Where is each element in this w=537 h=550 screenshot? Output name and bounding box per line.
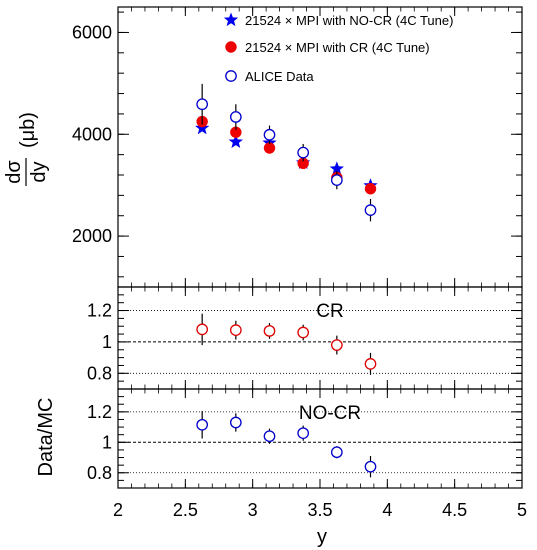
series-main-0 bbox=[195, 120, 378, 192]
data-point bbox=[196, 98, 209, 111]
legend-label: ALICE Data bbox=[245, 69, 314, 84]
y-tick-label: 1 bbox=[102, 432, 112, 452]
data-point bbox=[229, 111, 242, 123]
data-point bbox=[195, 120, 210, 135]
panel-label: CR bbox=[316, 301, 343, 322]
y-axis-title-numerator: dσ bbox=[3, 160, 25, 184]
legend-marker bbox=[223, 12, 239, 27]
x-tick-label: 3.5 bbox=[307, 500, 332, 520]
y-tick-label: 1.2 bbox=[87, 301, 112, 321]
data-point bbox=[297, 427, 310, 440]
y-axis-title-main: dσ dy (μb) bbox=[3, 112, 50, 186]
y-tick-label: 0.8 bbox=[87, 463, 112, 483]
y-tick-label: 1 bbox=[102, 332, 112, 352]
x-tick-label: 5 bbox=[517, 500, 527, 520]
data-point bbox=[330, 174, 343, 186]
legend-label: 21524 × MPI with NO-CR (4C Tune) bbox=[245, 13, 453, 28]
panel-main: 2000 4000 6000 21524 × MPI with NO-CR (4C T… bbox=[72, 6, 523, 288]
data-point bbox=[364, 358, 377, 370]
data-point bbox=[330, 339, 343, 351]
y-tick-label: 6000 bbox=[72, 22, 112, 42]
x-tick-label: 2.5 bbox=[173, 500, 198, 520]
data-point bbox=[229, 416, 242, 429]
series-main-2 bbox=[196, 83, 377, 222]
panel-ratio-nocr: 0.8 1 1.2 NO-CR bbox=[87, 388, 523, 489]
panel-label: NO-CR bbox=[299, 403, 361, 424]
data-point bbox=[263, 430, 276, 443]
data-point bbox=[229, 324, 242, 337]
y-tick-label: 4000 bbox=[72, 124, 112, 144]
y-tick-label: 1.2 bbox=[87, 402, 112, 422]
y-axis-title-ratio: Data/MC bbox=[35, 398, 57, 477]
x-axis-title: y bbox=[317, 526, 327, 548]
legend: 21524 × MPI with NO-CR (4C Tune) 21524 × … bbox=[223, 12, 453, 84]
legend-marker bbox=[225, 41, 237, 53]
y-tick-label: 2000 bbox=[72, 226, 112, 246]
legend-marker bbox=[225, 70, 237, 82]
x-axis: 2 2.5 3 3.5 4 4.5 5 y bbox=[113, 500, 527, 548]
data-point bbox=[196, 418, 209, 431]
data-point bbox=[364, 183, 377, 195]
chart-panels: 2000 4000 6000 21524 × MPI with NO-CR (4C T… bbox=[3, 6, 523, 489]
data-point bbox=[263, 128, 276, 141]
panel-ratio-cr: 0.8 1 1.2 CR bbox=[87, 286, 523, 390]
data-point bbox=[263, 142, 276, 154]
x-tick-label: 3 bbox=[248, 500, 258, 520]
series-ratio-nocr-0 bbox=[196, 411, 377, 478]
legend-label: 21524 × MPI with CR (4C Tune) bbox=[245, 40, 430, 55]
data-point bbox=[330, 446, 343, 459]
y-axis-title-ratio-text: Data/MC bbox=[35, 398, 57, 477]
data-point bbox=[228, 134, 243, 148]
x-tick-label: 4.5 bbox=[442, 500, 467, 520]
data-point bbox=[364, 460, 377, 473]
data-point bbox=[297, 146, 310, 159]
data-point bbox=[329, 161, 344, 175]
data-point bbox=[364, 204, 377, 216]
y-axis-title-denominator: dy bbox=[28, 161, 50, 182]
x-tick-label: 2 bbox=[113, 500, 123, 520]
series-main-1 bbox=[196, 115, 377, 195]
y-tick-label: 0.8 bbox=[87, 363, 112, 383]
x-tick-label: 4 bbox=[382, 500, 392, 520]
data-point bbox=[263, 325, 276, 337]
y-axis-title-unit: (μb) bbox=[17, 112, 39, 148]
data-point bbox=[196, 323, 209, 336]
data-point bbox=[297, 326, 310, 339]
series-ratio-cr-0 bbox=[196, 313, 377, 375]
